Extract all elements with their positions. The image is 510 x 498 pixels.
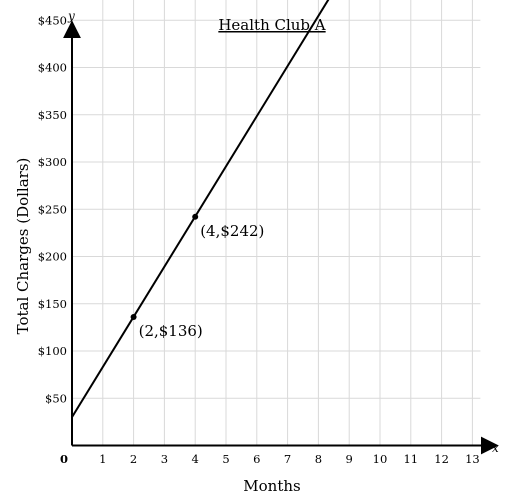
x-tick-label: 13 (465, 452, 480, 466)
data-point-label: (2,$136) (139, 322, 203, 340)
y-tick-label: $350 (38, 108, 67, 122)
x-tick-label: 9 (346, 452, 353, 466)
y-axis-letter: y (67, 9, 75, 23)
series (71, 0, 330, 418)
series-line (71, 0, 330, 418)
x-tick-label: 3 (161, 452, 168, 466)
y-axis-label: Total Charges (Dollars) (14, 158, 32, 335)
y-tick-label: $200 (38, 250, 67, 264)
labels: xy0 1 2 3 4 5 6 7 8 9 10 11 12 13$50$100$150$200$250$… (14, 9, 499, 495)
axes (63, 20, 499, 455)
x-tick-label: 4 (192, 452, 199, 466)
x-axis-letter: x (492, 441, 499, 455)
x-tick-label: 6 (253, 452, 260, 466)
x-tick-label: 2 (130, 452, 137, 466)
origin-label: 0 (60, 452, 68, 466)
y-tick-label: $150 (38, 297, 67, 311)
x-tick-label: 11 (403, 452, 418, 466)
data-point (130, 313, 137, 320)
y-tick-label: $50 (45, 391, 67, 405)
y-tick-label: $250 (38, 202, 67, 216)
y-tick-label: $400 (38, 61, 67, 75)
x-tick-label: 10 (373, 452, 388, 466)
x-tick-label: 1 (99, 452, 106, 466)
grid-lines (72, 0, 481, 446)
chart-title: Health Club A (218, 16, 325, 34)
x-tick-label: 12 (434, 452, 449, 466)
x-tick-label: 8 (315, 452, 322, 466)
data-point-label: (4,$242) (200, 222, 264, 240)
x-tick-label: 5 (222, 452, 229, 466)
data-point (192, 213, 199, 220)
y-tick-label: $450 (38, 13, 67, 27)
x-axis-label: Months (243, 477, 300, 495)
y-tick-label: $300 (38, 155, 67, 169)
y-tick-label: $100 (38, 344, 67, 358)
x-tick-label: 7 (284, 452, 291, 466)
